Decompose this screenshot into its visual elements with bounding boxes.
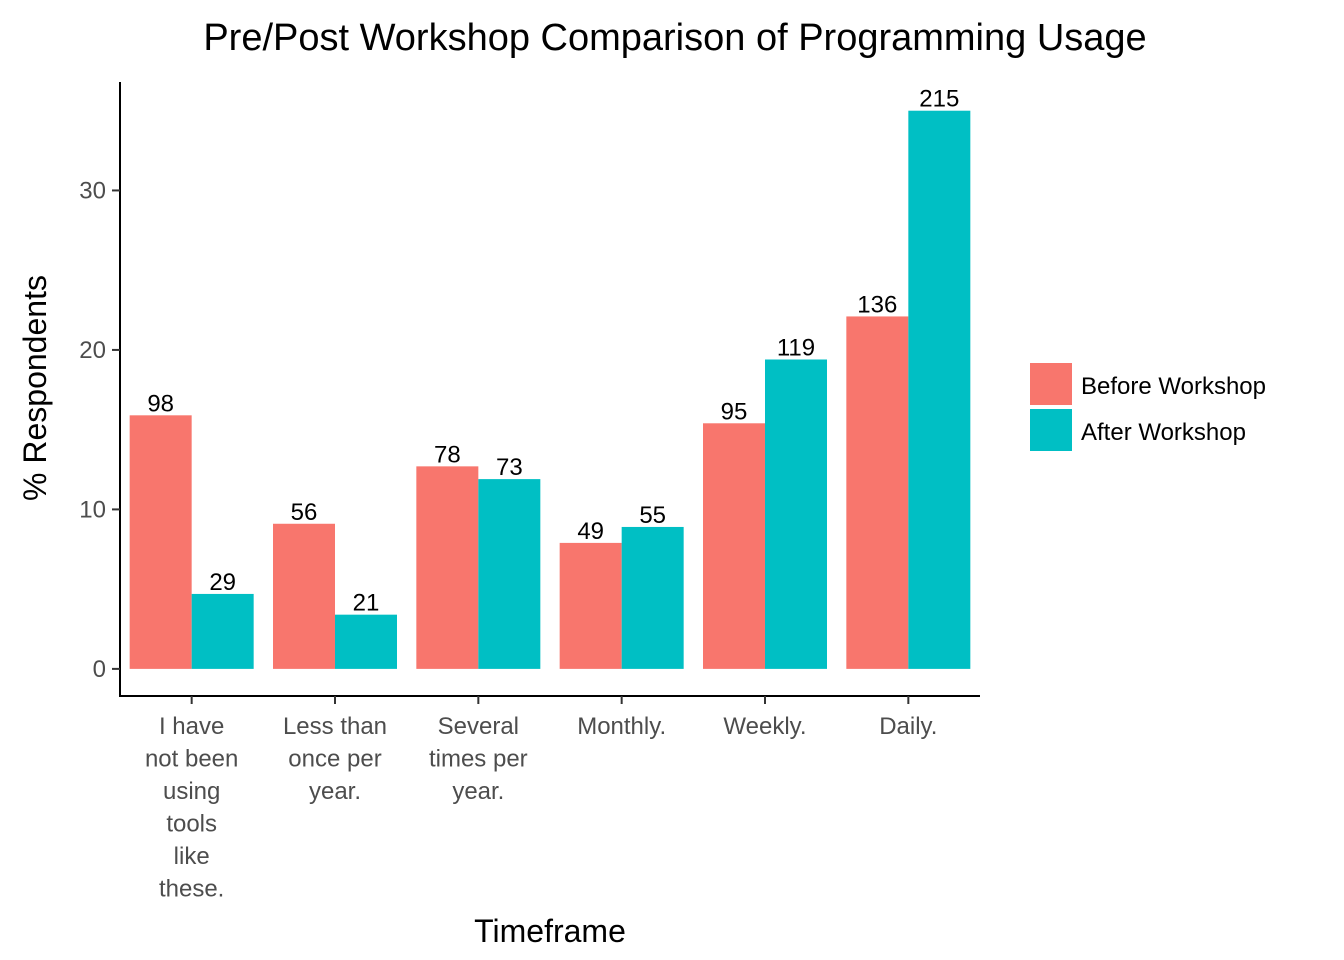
y-axis-title: % Respondents xyxy=(17,275,53,501)
bar xyxy=(416,466,479,669)
legend-swatch xyxy=(1030,363,1072,405)
bar xyxy=(191,593,254,669)
x-tick-label-line: Less than xyxy=(283,713,387,740)
bar-value-label: 21 xyxy=(353,590,380,617)
x-tick-label: I have not been using tools like these. xyxy=(145,713,238,903)
bar xyxy=(273,523,335,669)
x-tick-label-line: Monthly. xyxy=(577,713,666,740)
bar-value-label: 119 xyxy=(777,334,815,361)
bar xyxy=(559,542,622,669)
y-axis-ticks: 0 10 20 30 xyxy=(79,177,120,683)
x-tick-label-line: Weekly. xyxy=(723,713,806,740)
bar-value-label: 49 xyxy=(577,518,604,545)
x-tick-label-line: like xyxy=(174,843,210,870)
bar xyxy=(765,359,827,669)
bar-value-label: 55 xyxy=(639,502,666,529)
bar-value-label: 78 xyxy=(434,441,461,468)
bar-value-label: 136 xyxy=(857,291,897,318)
bar-value-label: 56 xyxy=(291,499,318,526)
plot-area: 98 29 56 21 78 73 49 55 95 119 136 215 xyxy=(129,86,971,669)
x-tick-label-line: Several xyxy=(438,713,519,740)
x-axis-title: Timeframe xyxy=(474,913,626,949)
x-tick-label: Several times per year. xyxy=(429,713,528,805)
bar xyxy=(703,423,765,669)
x-tick-label-line: once per xyxy=(288,746,381,773)
bar xyxy=(846,316,909,669)
legend-label: Before Workshop xyxy=(1081,373,1266,400)
legend-label: After Workshop xyxy=(1081,419,1246,446)
x-tick-label-line: using xyxy=(163,778,220,805)
x-tick-label: Daily. xyxy=(879,713,937,740)
bar-value-label: 29 xyxy=(209,569,236,596)
bar-value-label: 98 xyxy=(147,390,174,417)
bar xyxy=(908,110,971,669)
bar xyxy=(335,614,397,669)
y-tick-label: 20 xyxy=(79,337,106,364)
bar xyxy=(478,479,541,669)
x-tick-label-line: year. xyxy=(309,778,361,805)
bar-value-label: 95 xyxy=(721,398,748,425)
x-tick-label-line: tools xyxy=(166,811,217,838)
x-tick-label: Less than once per year. xyxy=(283,713,387,805)
x-tick-label-line: Daily. xyxy=(879,713,937,740)
x-tick-label-line: not been xyxy=(145,746,238,773)
bar xyxy=(129,415,192,669)
bar xyxy=(621,526,684,669)
x-tick-label: Monthly. xyxy=(577,713,666,740)
y-tick-label: 10 xyxy=(79,496,106,523)
x-tick-label-line: I have xyxy=(159,713,224,740)
chart-title: Pre/Post Workshop Comparison of Programm… xyxy=(203,17,1146,59)
x-tick-label-line: times per xyxy=(429,746,528,773)
legend-swatch xyxy=(1030,409,1072,451)
legend: Before Workshop After Workshop xyxy=(1030,363,1266,451)
bar-value-label: 215 xyxy=(919,86,959,113)
bar-value-label: 73 xyxy=(496,454,523,481)
x-tick-label: Weekly. xyxy=(723,713,806,740)
y-tick-label: 0 xyxy=(93,656,106,683)
y-tick-label: 30 xyxy=(79,177,106,204)
x-tick-label-line: year. xyxy=(452,778,504,805)
x-tick-label-line: these. xyxy=(159,876,224,903)
x-axis-ticks: I have not been using tools like these. Less t… xyxy=(145,696,937,903)
